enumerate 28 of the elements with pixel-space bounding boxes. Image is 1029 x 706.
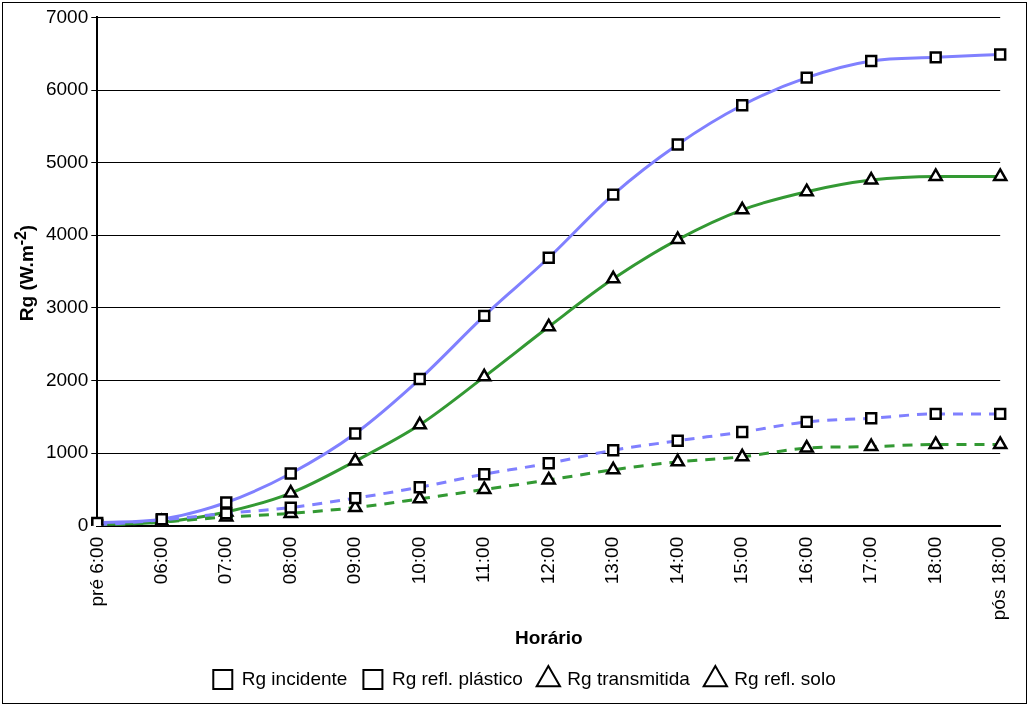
- y-tick-label: 0: [77, 513, 89, 535]
- x-tick-label: 17:00: [859, 536, 881, 585]
- x-tick-label: 14:00: [665, 536, 687, 585]
- legend-label: Rg refl. plástico: [391, 667, 523, 689]
- x-tick-label: 13:00: [601, 536, 623, 585]
- x-tick-label: 09:00: [343, 536, 365, 585]
- x-tick-label: 06:00: [150, 536, 171, 585]
- legend-label: Rg incidente: [241, 667, 348, 689]
- x-tick-label: 07:00: [214, 536, 236, 585]
- x-tick-label: 08:00: [278, 536, 300, 585]
- x-tick-label: 16:00: [794, 536, 816, 585]
- legend-label: Rg refl. solo: [734, 667, 836, 689]
- y-tick-label: 5000: [45, 150, 89, 172]
- x-axis-title: Horário: [514, 626, 583, 648]
- y-tick-label: 6000: [45, 78, 89, 100]
- legend-label: Rg transmitida: [567, 667, 691, 689]
- x-tick-label: 18:00: [923, 536, 945, 585]
- x-tick-label: 12:00: [536, 536, 558, 585]
- y-tick-label: 3000: [45, 296, 89, 318]
- y-tick-label: 1000: [45, 441, 89, 463]
- y-tick-label: 7000: [45, 5, 89, 27]
- x-tick-label: 11:00: [472, 536, 494, 583]
- x-tick-label: 15:00: [730, 536, 752, 585]
- x-tick-label: 10:00: [407, 536, 429, 585]
- y-tick-label: 4000: [45, 223, 89, 245]
- y-tick-label: 2000: [45, 368, 89, 390]
- x-tick-label: pós 18:00: [988, 536, 1010, 621]
- x-tick-label: pré 6:00: [85, 536, 107, 607]
